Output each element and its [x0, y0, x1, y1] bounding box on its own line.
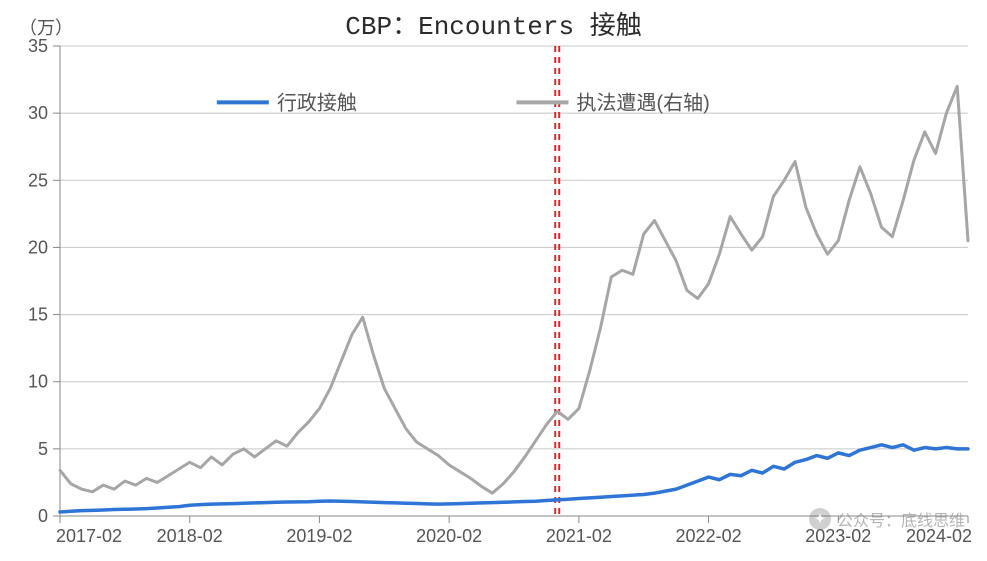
y-tick-label: 10: [28, 372, 48, 392]
legend-label: 执法遭遇(右轴): [576, 91, 709, 114]
x-tick-label: 2018-02: [157, 526, 223, 546]
x-tick-label: 2022-02: [676, 526, 742, 546]
chart-container: 0 5 10 15 20 25 30 35 2017-02 2018-02 2019-02 2020-…: [0, 0, 987, 561]
y-tick-label: 20: [28, 237, 48, 257]
y-tick-label: 15: [28, 305, 48, 325]
y-unit-label: （万）: [19, 18, 73, 38]
chart-title: CBP：Encounters 接触: [345, 11, 641, 42]
x-tick-label: 2021-02: [546, 526, 612, 546]
x-tick-label: 2017-02: [56, 526, 122, 546]
x-tick-label: 2020-02: [416, 526, 482, 546]
y-tick-label: 5: [38, 439, 48, 459]
y-tick-label: 35: [28, 36, 48, 56]
x-tick-label: 2024-02: [906, 526, 972, 546]
y-tick-label: 0: [38, 506, 48, 526]
line-chart: 0 5 10 15 20 25 30 35 2017-02 2018-02 2019-02 2020-…: [0, 0, 987, 561]
legend-label: 行政接触: [277, 91, 357, 114]
x-tick-label: 2023-02: [805, 526, 871, 546]
y-tick-label: 30: [28, 103, 48, 123]
chart-bg: [0, 0, 987, 561]
y-tick-label: 25: [28, 170, 48, 190]
x-tick-label: 2019-02: [286, 526, 352, 546]
